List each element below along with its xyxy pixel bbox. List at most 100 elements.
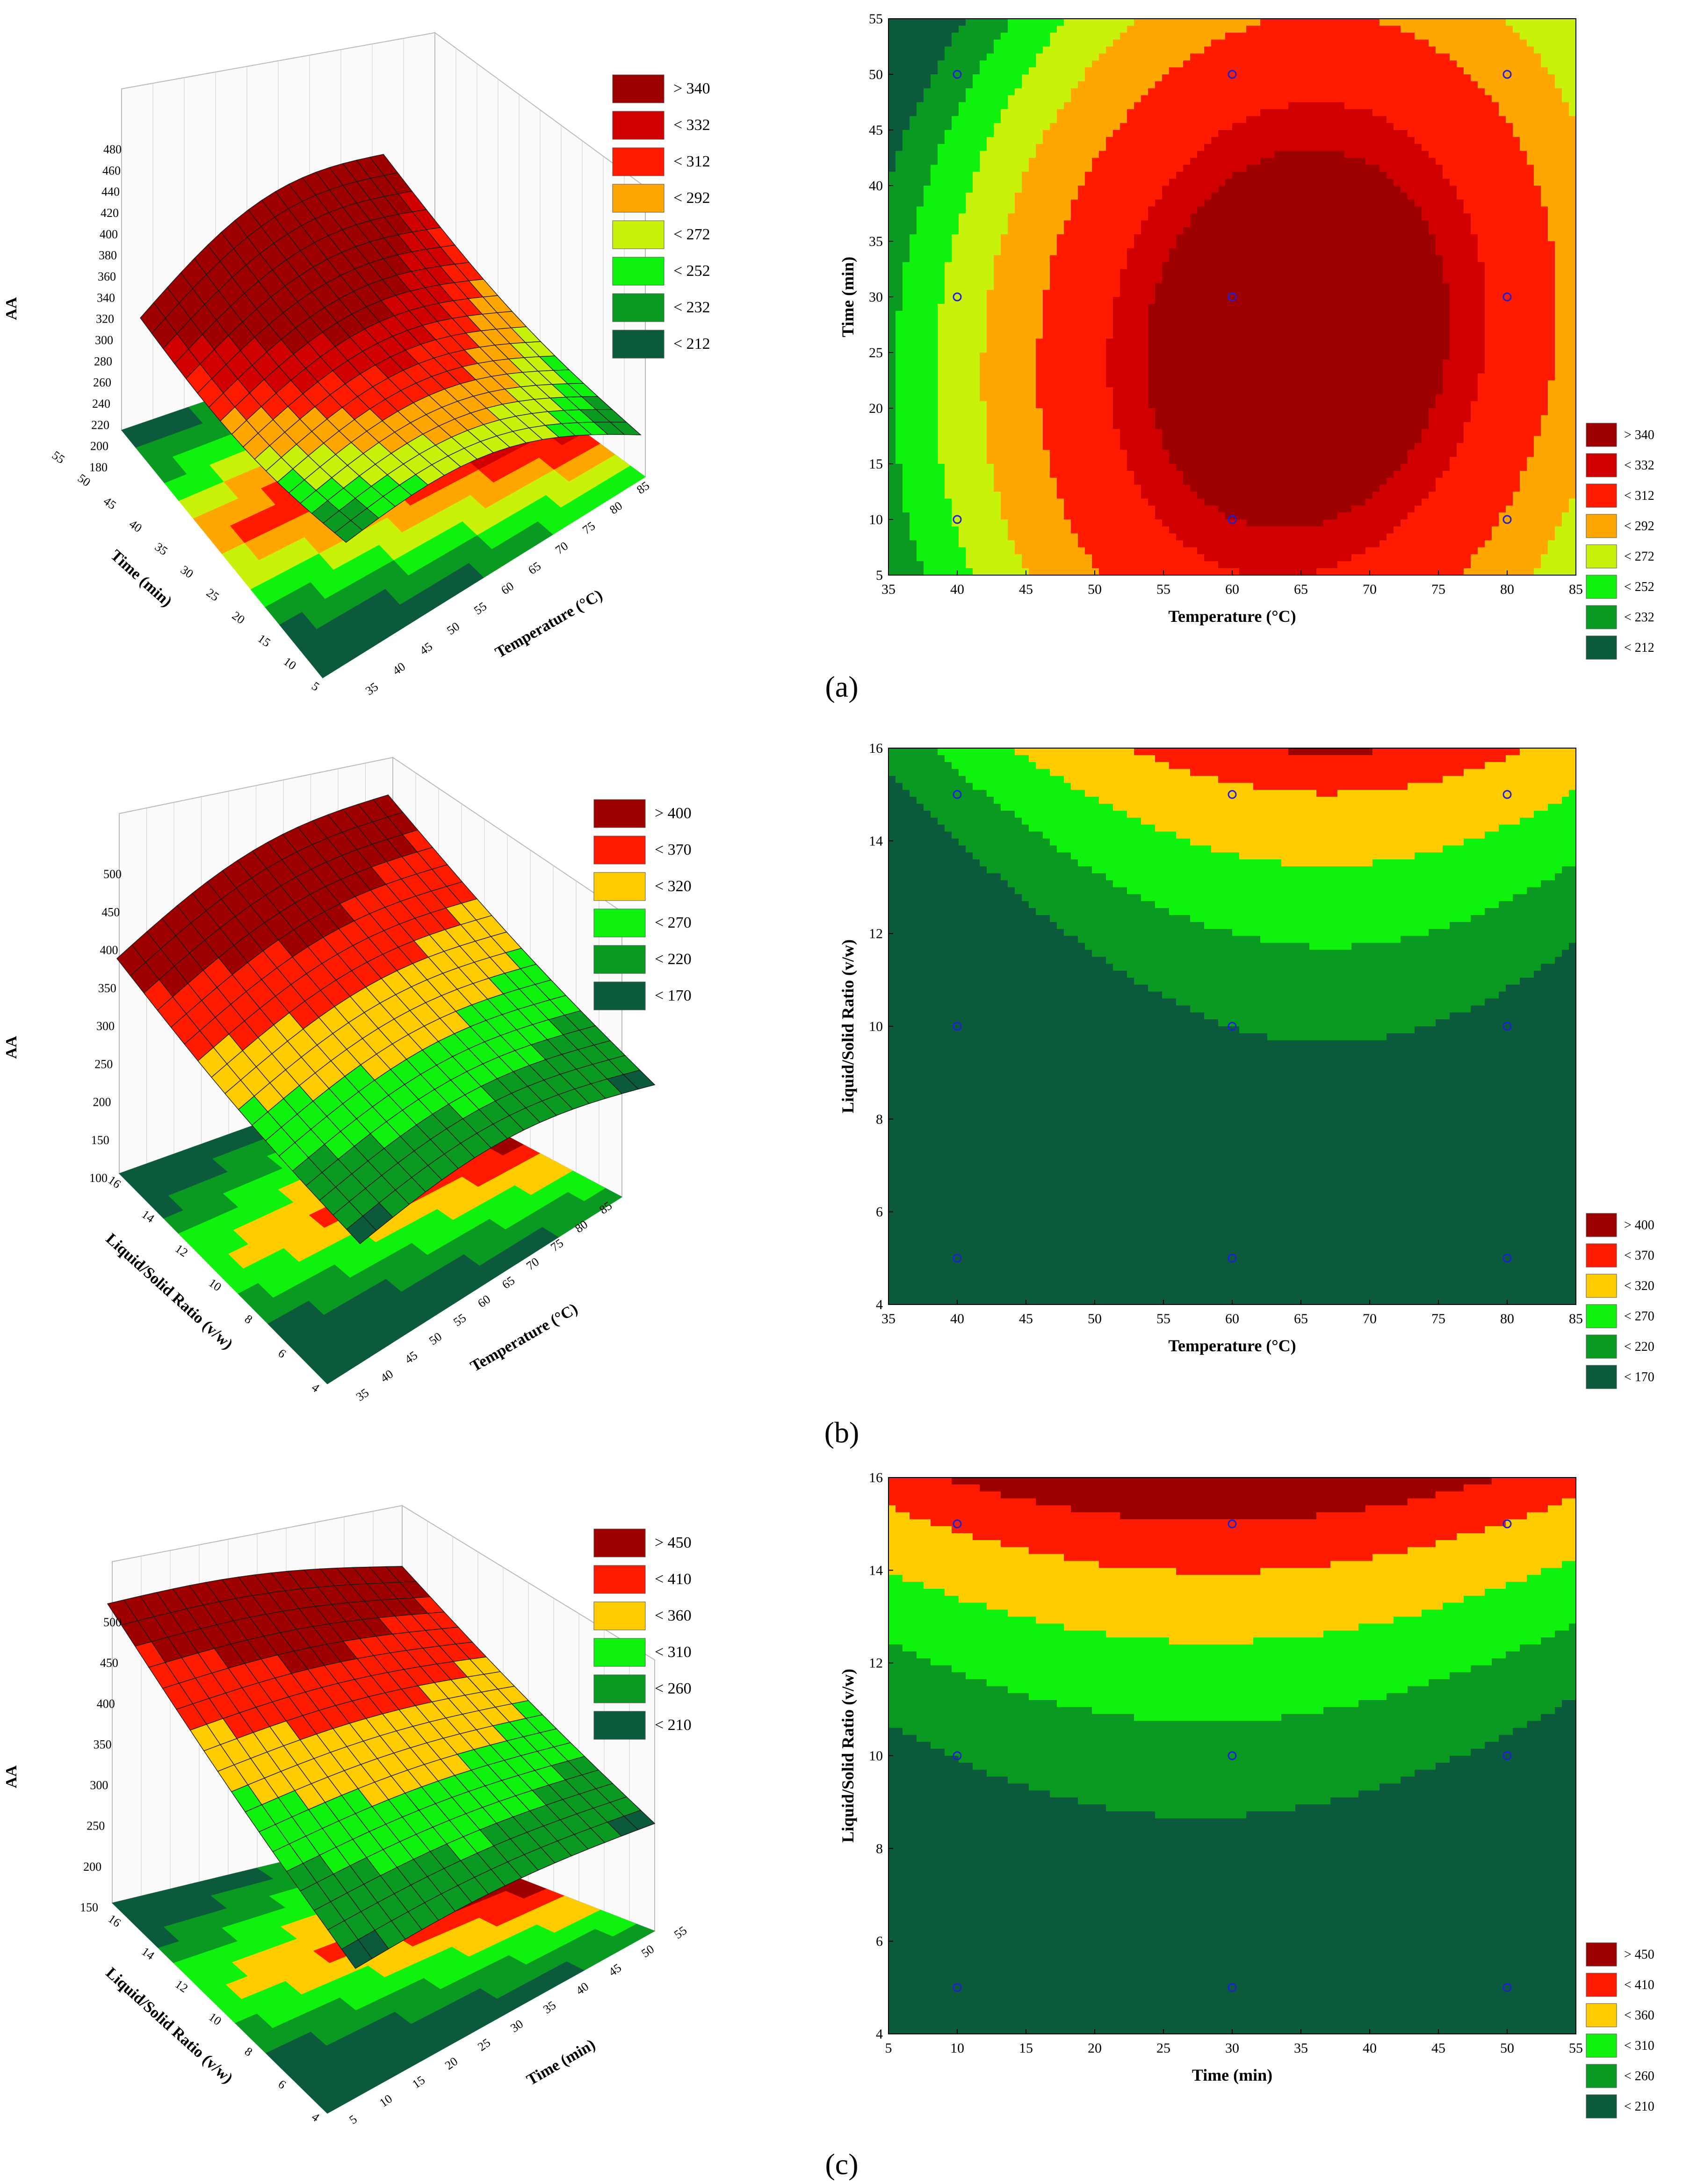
contour-cell (1050, 303, 1057, 311)
contour-cell (917, 540, 924, 548)
contour-cell (917, 297, 924, 304)
contour-cell (1267, 387, 1275, 395)
contour-cell (994, 443, 1001, 451)
contour-cell (1211, 220, 1219, 228)
contour-cell (888, 303, 896, 311)
contour-cell (952, 220, 959, 228)
contour-cell (1043, 186, 1050, 193)
contour-cell (1162, 158, 1170, 166)
contour-cell (966, 25, 973, 33)
legend-label: < 232 (673, 299, 710, 316)
contour-cell (1008, 165, 1015, 173)
contour-cell (1134, 74, 1141, 82)
contour-cell (1169, 39, 1177, 47)
contour-cell (1036, 422, 1043, 430)
contour-cell (1162, 19, 1170, 26)
contour-cell (1071, 81, 1078, 89)
contour-cell (938, 297, 945, 304)
contour-cell (1162, 109, 1170, 117)
contour-cell (1239, 422, 1247, 430)
contour-cell (959, 213, 966, 221)
contour-cell (1029, 276, 1036, 284)
contour-cell (1022, 526, 1029, 534)
contour-cell (1022, 39, 1029, 47)
contour-cell (1008, 505, 1015, 513)
contour-cell (1001, 206, 1008, 214)
contour-cell (1008, 415, 1015, 423)
contour-cell (1106, 317, 1113, 325)
contour-cell (1015, 269, 1022, 277)
contour-cell (1092, 88, 1099, 96)
contour-cell (945, 457, 952, 464)
contour-cell (1113, 353, 1120, 360)
contour-cell (987, 192, 994, 200)
contour-cell (1253, 290, 1261, 297)
contour-cell (1064, 276, 1071, 284)
contour-cell (1204, 422, 1212, 430)
contour-cell (1239, 477, 1247, 485)
contour-cell (1064, 95, 1071, 103)
contour-cell (959, 269, 966, 277)
contour-cell (1050, 283, 1057, 290)
contour-cell (1099, 137, 1106, 144)
contour-cell (1085, 450, 1092, 457)
contour-cell (1204, 234, 1212, 242)
contour-cell (973, 290, 980, 297)
contour-cell (1190, 19, 1198, 26)
contour-cell (1232, 158, 1240, 166)
contour-cell (896, 158, 903, 166)
contour-cell (1169, 283, 1177, 290)
contour-cell (1190, 248, 1198, 256)
contour-cell (1232, 394, 1240, 402)
contour-cell (1036, 283, 1043, 290)
contour-cell (1064, 339, 1071, 346)
contour-cell (1022, 310, 1029, 318)
contour-cell (1057, 436, 1064, 444)
contour-cell (1204, 408, 1212, 416)
contour-cell (910, 366, 917, 374)
contour-cell (1078, 422, 1085, 430)
contour-cell (1211, 547, 1219, 555)
contour-cell (1148, 512, 1156, 520)
contour-cell (903, 415, 910, 423)
contour-cell (959, 172, 966, 179)
contour-cell (1127, 561, 1134, 569)
contour-cell (1085, 206, 1092, 214)
contour-cell (1043, 310, 1050, 318)
contour-cell (1225, 380, 1233, 388)
contour-cell (994, 540, 1001, 548)
contour-cell (994, 394, 1001, 402)
contour-cell (903, 234, 910, 242)
contour-cell (1239, 67, 1247, 75)
contour-cell (1120, 547, 1127, 555)
contour-cell (1001, 248, 1008, 256)
contour-cell (966, 137, 973, 144)
contour-cell (1022, 415, 1029, 423)
contour-cell (980, 290, 987, 297)
contour-cell (1148, 39, 1156, 47)
contour-cell (1211, 422, 1219, 430)
contour-cell (1106, 283, 1113, 290)
contour-cell (1120, 130, 1127, 137)
contour-cell (1113, 339, 1120, 346)
contour-cell (1127, 477, 1134, 485)
contour-cell (1190, 241, 1198, 249)
contour-cell (1267, 429, 1275, 437)
contour-cell (973, 67, 980, 75)
contour-cell (1197, 81, 1205, 89)
contour-cell (987, 533, 994, 541)
contour-cell (994, 505, 1001, 513)
contour-cell (1176, 512, 1184, 520)
contour-cell (994, 151, 1001, 159)
contour-cell (1022, 151, 1029, 159)
contour-cell (1099, 380, 1106, 388)
contour-cell (1071, 498, 1078, 506)
contour-cell (1099, 561, 1106, 569)
contour-cell (1029, 353, 1036, 360)
contour-cell (1106, 290, 1113, 297)
contour-cell (1260, 283, 1268, 290)
contour-cell (1260, 276, 1268, 284)
contour-cell (1169, 303, 1177, 311)
contour-cell (1099, 346, 1106, 353)
contour-cell (1134, 353, 1141, 360)
